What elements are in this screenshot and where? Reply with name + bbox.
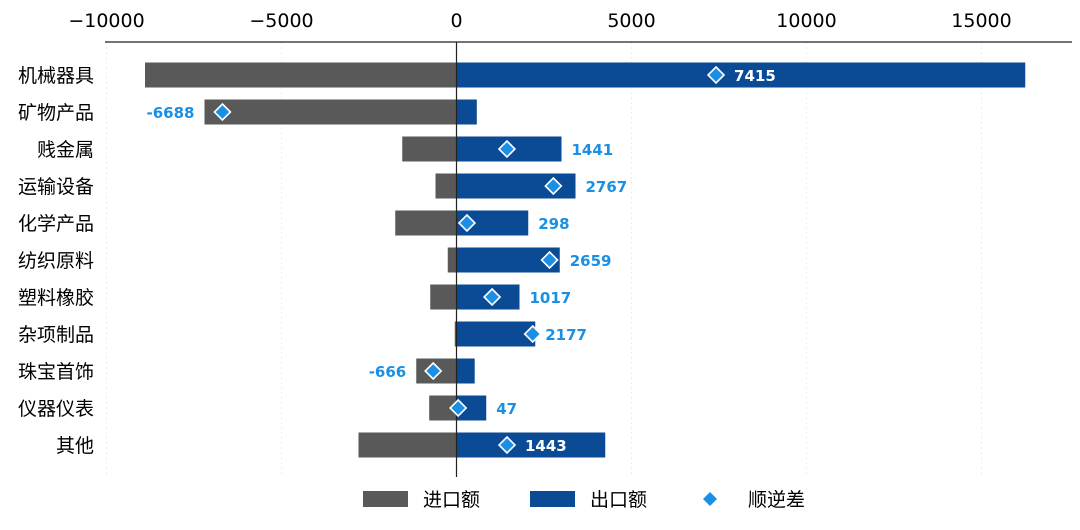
category-label: 贱金属 bbox=[37, 139, 94, 161]
x-tick-label: 0 bbox=[450, 10, 462, 32]
category-label: 纺织原料 bbox=[18, 250, 94, 272]
category-label: 塑料橡胶 bbox=[18, 287, 94, 309]
net-diamond-marker bbox=[706, 65, 726, 85]
bars bbox=[145, 62, 1026, 458]
net-diamond-marker bbox=[424, 361, 443, 381]
net-diamond-marker bbox=[544, 176, 563, 196]
import-bar bbox=[395, 210, 457, 236]
net-diamond-marker bbox=[497, 139, 517, 159]
export-bar bbox=[456, 432, 606, 458]
export-bar bbox=[456, 99, 477, 125]
category-label: 其他 bbox=[56, 435, 94, 457]
import-bar bbox=[454, 321, 457, 347]
legend-import-swatch bbox=[363, 491, 408, 507]
x-tick-label: 15000 bbox=[951, 10, 1011, 32]
category-label: 杂项制品 bbox=[18, 324, 94, 346]
net-diamond-marker bbox=[523, 324, 542, 344]
legend-export-label: 出口额 bbox=[590, 489, 647, 511]
import-bar bbox=[204, 99, 457, 125]
x-axis-ticks: −10000 −5000 0 5000 10000 15000 bbox=[68, 10, 1011, 32]
x-tick-label: −10000 bbox=[68, 10, 144, 32]
import-bar bbox=[358, 432, 457, 458]
x-tick-label: −5000 bbox=[249, 10, 313, 32]
net-diamond-marker bbox=[540, 250, 559, 270]
net-data-label: 7415 bbox=[734, 67, 776, 85]
legend-net-swatch bbox=[703, 492, 717, 506]
net-data-label: 2177 bbox=[545, 326, 587, 344]
x-tick-label: 5000 bbox=[607, 10, 655, 32]
category-label: 仪器仪表 bbox=[18, 398, 94, 420]
category-label: 化学产品 bbox=[18, 213, 94, 235]
export-bar bbox=[456, 62, 1026, 88]
net-data-label: 1443 bbox=[525, 437, 567, 455]
legend-import-label: 进口额 bbox=[423, 489, 480, 511]
category-label: 运输设备 bbox=[18, 176, 94, 198]
net-data-label: 1441 bbox=[572, 141, 614, 159]
import-bar bbox=[402, 136, 457, 162]
net-data-label: 47 bbox=[496, 400, 517, 418]
net-diamond-marker bbox=[449, 398, 468, 418]
net-diamond-marker bbox=[213, 102, 232, 122]
import-bar bbox=[145, 62, 457, 88]
net-data-label: 2767 bbox=[586, 178, 628, 196]
legend-net-label: 顺逆差 bbox=[748, 489, 805, 511]
net-diamond-marker bbox=[457, 213, 477, 233]
net-markers: 7415 -6688 1441 2767 298 2659 1017 2177 -666 47 14… bbox=[147, 65, 776, 455]
net-diamond-marker bbox=[482, 287, 502, 307]
import-bar bbox=[430, 284, 457, 310]
import-bar bbox=[435, 173, 457, 199]
category-labels: 机械器具矿物产品贱金属运输设备化学产品纺织原料塑料橡胶杂项制品珠宝首饰仪器仪表其… bbox=[18, 65, 94, 457]
net-data-label: -6688 bbox=[147, 104, 195, 122]
net-data-label: 1017 bbox=[530, 289, 572, 307]
legend-export-swatch bbox=[530, 491, 575, 507]
net-data-label: -666 bbox=[369, 363, 407, 381]
net-data-label: 2659 bbox=[570, 252, 612, 270]
legend: 进口额 出口额 顺逆差 bbox=[363, 489, 805, 511]
export-bar bbox=[456, 358, 475, 384]
net-diamond-marker bbox=[497, 435, 517, 455]
export-bar bbox=[456, 321, 536, 347]
net-data-label: 298 bbox=[538, 215, 569, 233]
category-label: 矿物产品 bbox=[18, 102, 94, 124]
x-tick-label: 10000 bbox=[776, 10, 836, 32]
import-bar bbox=[447, 247, 457, 273]
category-label: 机械器具 bbox=[18, 65, 94, 87]
category-label: 珠宝首饰 bbox=[18, 361, 94, 383]
